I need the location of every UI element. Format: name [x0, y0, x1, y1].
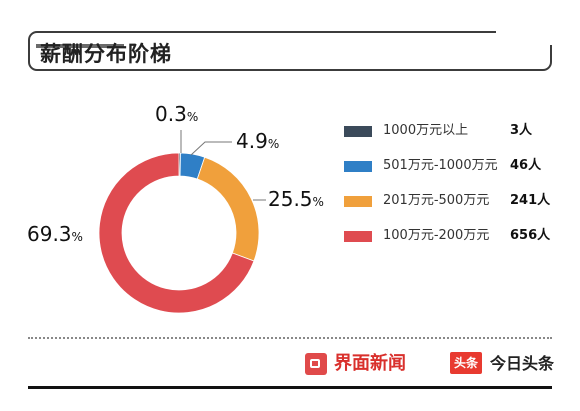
legend-count: 656人	[510, 228, 551, 243]
slice-label-unit: %	[186, 110, 199, 124]
slice-label-value: 4.9	[236, 129, 268, 153]
legend-swatch	[344, 196, 372, 207]
legend-label: 100万元-200万元	[383, 228, 490, 243]
donut-slice-2	[196, 156, 260, 262]
jiemian-logo-icon	[305, 353, 327, 375]
legend-item-2: 201万元-500万元 241人	[344, 190, 554, 225]
slice-label-value: 69.3	[27, 222, 72, 246]
brand-toutiao-text: 今日头条	[490, 354, 555, 373]
legend-count: 3人	[510, 123, 533, 138]
slice-label-3: 69.3%	[27, 224, 83, 244]
legend-label: 501万元-1000万元	[383, 158, 498, 173]
legend: 1000万元以上 3人 501万元-1000万元 46人 201万元-500万元 241人…	[344, 120, 554, 260]
slice-label-1: 4.9%	[236, 131, 279, 151]
slice-label-0: 0.3%	[155, 104, 198, 124]
page-title: 薪酬分布阶梯	[40, 42, 172, 66]
slice-label-unit: %	[71, 230, 83, 244]
legend-item-1: 501万元-1000万元 46人	[344, 155, 554, 190]
legend-item-3: 100万元-200万元 656人	[344, 225, 554, 260]
legend-count: 46人	[510, 158, 542, 173]
toutiao-logo-badge: 头条	[450, 352, 483, 374]
slice-label-value: 25.5	[268, 187, 313, 211]
legend-item-0: 1000万元以上 3人	[344, 120, 554, 155]
brand-jiemian-text: 界面新闻	[334, 353, 406, 374]
leader-line-1	[190, 141, 232, 156]
legend-swatch	[344, 161, 372, 172]
legend-label: 201万元-500万元	[383, 193, 490, 208]
legend-count: 241人	[510, 193, 551, 208]
slice-label-unit: %	[312, 195, 324, 209]
slice-label-2: 25.5%	[268, 189, 324, 209]
title-frame	[28, 31, 552, 71]
legend-swatch	[344, 126, 372, 137]
legend-swatch	[344, 231, 372, 242]
slice-label-unit: %	[267, 137, 280, 151]
slice-label-value: 0.3	[155, 102, 187, 126]
footer-divider	[28, 337, 552, 339]
donut-slice-3	[98, 152, 255, 314]
title-tab-cap	[36, 44, 124, 48]
bottom-rule	[28, 386, 552, 389]
legend-label: 1000万元以上	[383, 123, 469, 138]
